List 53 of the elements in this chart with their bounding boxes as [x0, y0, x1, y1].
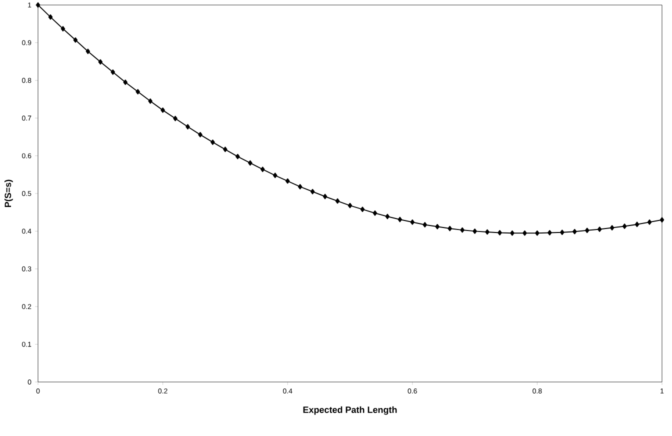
point	[123, 80, 128, 85]
point	[485, 229, 490, 235]
point	[422, 222, 428, 228]
point	[410, 219, 415, 225]
x-axis-title: Expected Path Length	[303, 406, 397, 415]
point	[660, 217, 664, 223]
point	[110, 69, 116, 75]
point	[86, 48, 90, 54]
point	[584, 228, 590, 234]
point	[322, 194, 328, 200]
point	[236, 154, 240, 160]
point	[348, 202, 352, 208]
point	[173, 116, 178, 122]
point	[460, 227, 464, 233]
point	[622, 224, 627, 229]
point	[285, 178, 290, 184]
point	[572, 228, 577, 234]
point	[60, 26, 66, 32]
point	[472, 228, 477, 234]
point	[98, 59, 103, 65]
point	[398, 216, 402, 222]
point	[298, 184, 302, 190]
point	[186, 124, 190, 130]
point	[148, 98, 152, 104]
point	[48, 14, 53, 20]
point	[272, 172, 278, 178]
point	[597, 226, 602, 232]
point	[522, 230, 527, 236]
point	[498, 230, 502, 236]
point	[634, 222, 640, 228]
point	[435, 224, 440, 230]
point	[223, 146, 228, 152]
point	[448, 226, 452, 232]
point	[535, 230, 540, 236]
point	[73, 37, 78, 43]
point	[560, 230, 564, 236]
point	[136, 89, 140, 94]
point	[610, 225, 614, 230]
point	[647, 219, 652, 225]
point	[385, 214, 390, 220]
point	[248, 160, 252, 166]
point	[210, 140, 215, 145]
y-axis-title: P(S=s)	[4, 180, 13, 208]
point	[260, 166, 265, 172]
point	[36, 2, 40, 8]
point	[160, 107, 165, 113]
point	[510, 230, 514, 236]
point	[548, 230, 552, 236]
point	[198, 132, 202, 138]
point	[310, 188, 315, 194]
point	[360, 206, 365, 212]
point	[372, 210, 378, 216]
point	[335, 198, 340, 204]
